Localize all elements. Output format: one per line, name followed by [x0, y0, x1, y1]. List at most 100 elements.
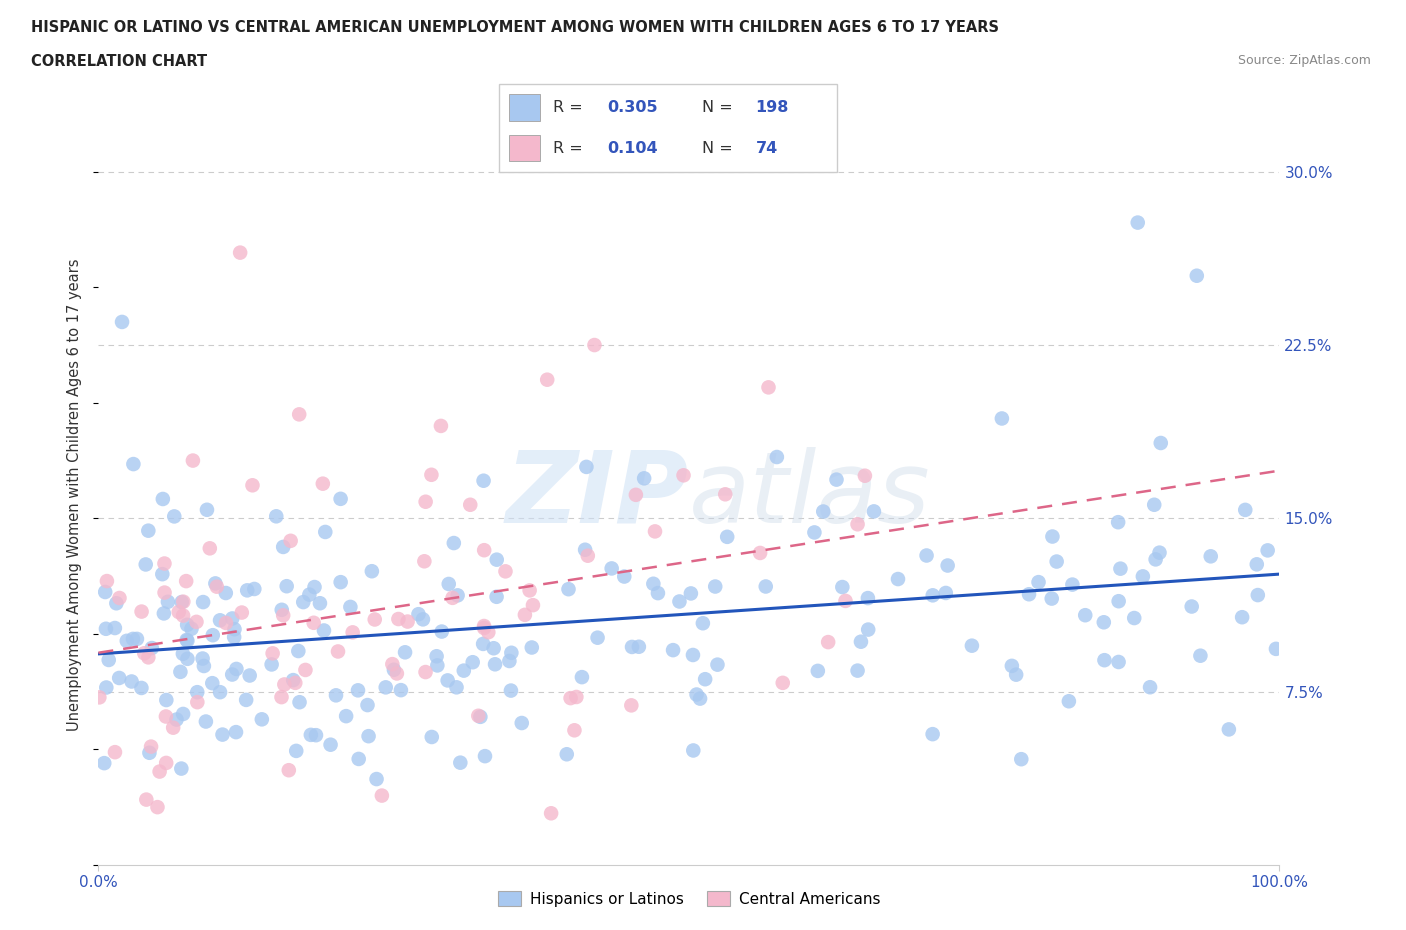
Point	[412, 612, 434, 627]
Text: ZIP: ZIP	[506, 446, 689, 544]
Point	[162, 720, 184, 735]
Point	[689, 691, 711, 706]
Point	[863, 504, 886, 519]
Point	[305, 728, 328, 743]
Point	[292, 594, 315, 609]
Point	[221, 611, 243, 626]
Point	[1132, 569, 1154, 584]
Point	[1126, 215, 1149, 230]
Point	[413, 554, 436, 569]
Point	[1108, 655, 1130, 670]
Point	[446, 588, 468, 603]
Point	[371, 788, 394, 803]
Point	[172, 594, 194, 609]
Point	[229, 246, 252, 260]
Point	[134, 645, 156, 660]
Point	[374, 680, 396, 695]
Point	[472, 620, 495, 635]
Point	[482, 641, 505, 656]
Point	[170, 761, 193, 776]
Text: R =: R =	[553, 100, 583, 115]
Point	[1010, 751, 1032, 766]
Point	[1139, 680, 1161, 695]
Point	[215, 616, 238, 631]
Point	[302, 616, 325, 631]
Point	[679, 586, 702, 601]
Point	[381, 657, 404, 671]
Point	[755, 579, 778, 594]
Point	[236, 583, 259, 598]
Point	[169, 664, 191, 679]
Point	[329, 491, 352, 506]
Point	[499, 684, 522, 698]
Point	[426, 658, 449, 673]
Point	[153, 606, 176, 621]
Point	[172, 707, 194, 722]
Point	[560, 691, 582, 706]
Point	[276, 578, 298, 593]
Point	[586, 631, 609, 645]
Point	[716, 529, 738, 544]
Point	[135, 557, 157, 572]
Point	[571, 670, 593, 684]
Point	[105, 596, 128, 611]
Point	[1189, 648, 1212, 663]
Point	[180, 621, 202, 636]
Point	[834, 593, 856, 608]
Point	[152, 492, 174, 507]
Point	[1247, 588, 1270, 603]
Point	[298, 587, 321, 602]
Point	[853, 469, 876, 484]
Point	[150, 566, 173, 581]
Point	[176, 632, 198, 647]
Point	[260, 657, 283, 671]
Point	[394, 644, 416, 659]
Point	[186, 684, 208, 699]
Point	[600, 561, 623, 576]
Point	[176, 651, 198, 666]
Point	[668, 594, 690, 609]
Point	[536, 372, 558, 387]
Point	[139, 739, 162, 754]
Point	[366, 772, 388, 787]
Point	[430, 418, 453, 433]
Point	[644, 524, 666, 538]
Point	[436, 673, 458, 688]
Text: N =: N =	[702, 140, 733, 155]
Point	[513, 607, 536, 622]
Point	[1185, 268, 1208, 283]
Point	[522, 598, 544, 613]
Point	[155, 693, 177, 708]
Point	[1150, 435, 1173, 450]
Point	[153, 585, 176, 600]
Point	[312, 623, 335, 638]
Point	[936, 558, 959, 573]
Point	[624, 487, 647, 502]
Point	[472, 473, 495, 488]
Point	[96, 680, 118, 695]
Point	[803, 525, 825, 539]
FancyBboxPatch shape	[509, 94, 540, 121]
Point	[115, 633, 138, 648]
Point	[325, 688, 347, 703]
Point	[309, 596, 332, 611]
Point	[204, 576, 226, 591]
Point	[89, 690, 111, 705]
Point	[329, 575, 352, 590]
Point	[613, 569, 636, 584]
Point	[574, 542, 596, 557]
Point	[271, 608, 294, 623]
Point	[682, 647, 704, 662]
Point	[155, 755, 177, 770]
Point	[1057, 694, 1080, 709]
Point	[146, 800, 169, 815]
Point	[155, 709, 177, 724]
Point	[221, 667, 243, 682]
Legend: Hispanics or Latinos, Central Americans: Hispanics or Latinos, Central Americans	[492, 884, 886, 912]
Point	[633, 471, 655, 485]
Point	[695, 671, 717, 686]
Point	[211, 727, 233, 742]
Point	[294, 662, 316, 677]
Point	[415, 665, 437, 680]
Point	[224, 622, 246, 637]
